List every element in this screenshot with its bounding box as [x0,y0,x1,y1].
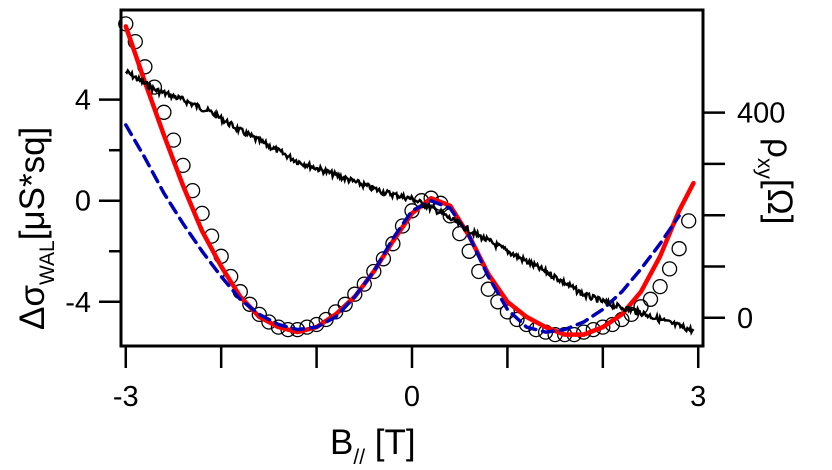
y-left-tick-label: 0 [75,186,91,218]
chart-marks [118,16,697,343]
y-right-tick-label: 400 [737,98,785,130]
data-point [652,278,668,295]
series-line-dashed-fit [124,123,681,334]
x-tick-label: -3 [113,381,139,413]
series-line-rho-xy [124,68,695,336]
y-right-tick-label: 0 [737,303,753,335]
data-point [642,291,659,307]
data-point [337,296,353,312]
data-point [499,304,516,320]
axis-ticks: -3 0 3 -4 0 4 0 400 [65,85,785,413]
y-left-tick-label: -4 [65,287,91,319]
data-point [404,203,420,219]
data-point [347,286,363,302]
data-point [423,190,439,206]
x-axis-label: B// [T] [330,423,416,469]
x-tick-label: 3 [690,381,706,413]
data-point [366,263,382,280]
data-point [251,306,267,323]
data-point [595,319,611,335]
data-point [671,241,687,257]
data-point [242,296,258,312]
data-point [394,218,411,234]
plot-frame [119,8,705,348]
series-line-solid-fit [123,24,696,337]
y-left-axis-label: ΔσWAL[μS*sq] [13,127,59,330]
data-point [356,276,372,292]
y-right-axis-label: ρxy[Ω] [753,138,799,225]
data-point [509,311,525,328]
data-point [681,213,697,229]
y-left-tick-label: 4 [75,85,91,117]
x-tick-label: 0 [404,381,420,413]
data-point [661,261,678,277]
